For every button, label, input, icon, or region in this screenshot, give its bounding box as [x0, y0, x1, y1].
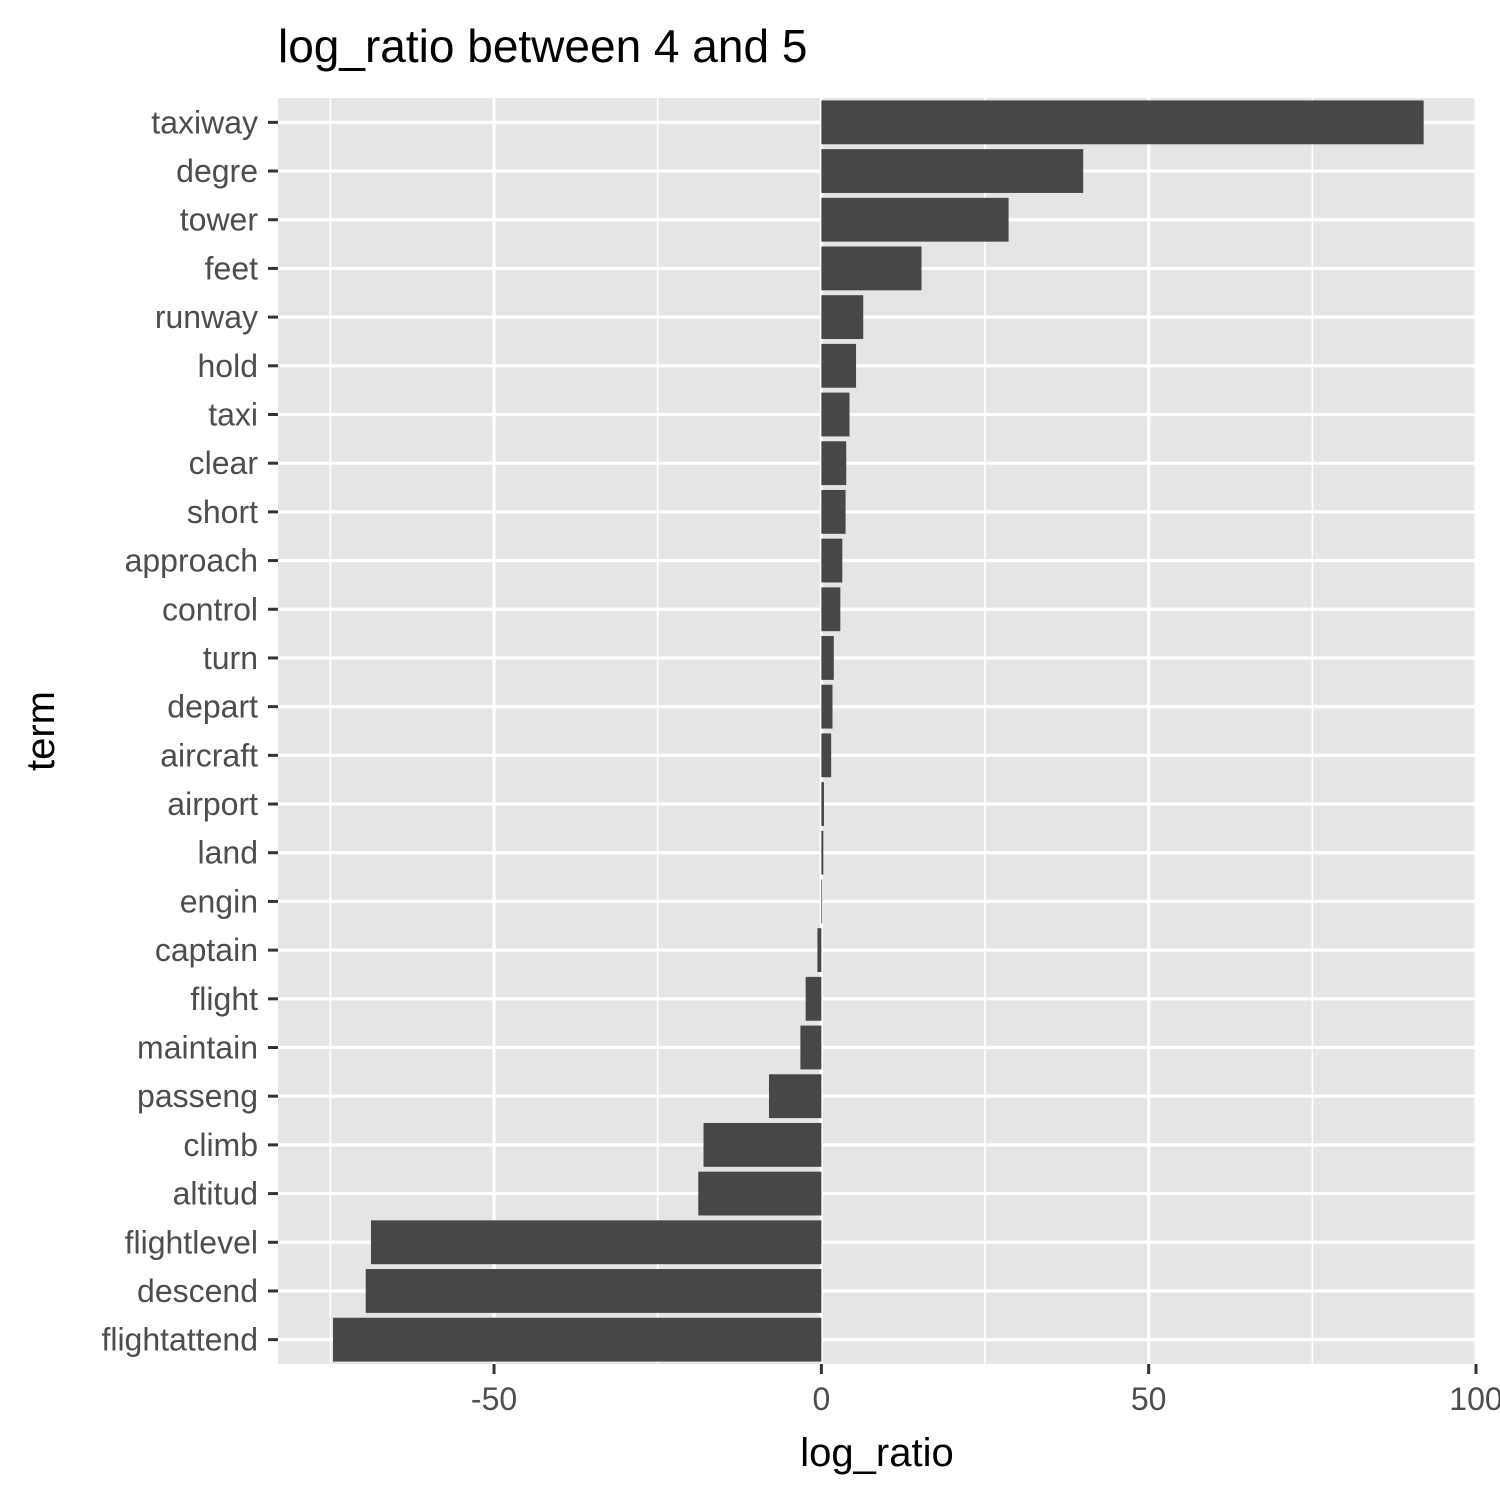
- bar-degre: [821, 149, 1084, 193]
- y-tick-label: approach: [125, 543, 258, 579]
- y-axis: taxiway degre tower feet runway hold taxi clear…: [101, 104, 278, 1358]
- bar-flightlevel: [370, 1220, 822, 1265]
- grid-minor: [329, 98, 1314, 1364]
- x-tick-label: 0: [812, 1381, 830, 1417]
- y-tick-label: flight: [190, 981, 258, 1017]
- bar-descend: [365, 1269, 822, 1313]
- y-tick-label: hold: [198, 348, 259, 384]
- plot-panel: [278, 98, 1476, 1364]
- y-tick-label: runway: [155, 299, 258, 335]
- y-tick-label: clear: [189, 445, 259, 481]
- bar-passeng: [768, 1074, 822, 1119]
- y-tick-label: flightattend: [101, 1322, 258, 1358]
- bar-flight: [805, 976, 822, 1021]
- y-tick-label: taxi: [208, 397, 258, 433]
- bar-captain: [817, 928, 822, 973]
- bar-airport: [821, 782, 824, 826]
- y-tick-label: turn: [203, 640, 258, 676]
- bar-short: [821, 489, 846, 534]
- bar-altitud: [698, 1171, 822, 1216]
- bar-turn: [821, 636, 834, 680]
- y-tick-label: aircraft: [160, 737, 258, 773]
- y-tick-label: short: [187, 494, 258, 530]
- y-tick-label: degre: [176, 153, 258, 189]
- y-tick-label: depart: [167, 689, 258, 725]
- y-tick-label: maintain: [137, 1030, 258, 1066]
- bar-maintain: [800, 1025, 822, 1070]
- bar-hold: [821, 343, 857, 388]
- bar-feet: [821, 246, 922, 291]
- bar-runway: [821, 295, 864, 340]
- y-tick-label: taxiway: [151, 104, 258, 140]
- y-tick-label: land: [198, 835, 259, 871]
- x-tick-label: 100: [1449, 1381, 1500, 1417]
- y-tick-label: engin: [180, 883, 258, 919]
- bar-tower: [821, 197, 1009, 242]
- bar-clear: [821, 441, 847, 486]
- chart-title: log_ratio between 4 and 5: [278, 20, 807, 72]
- bars: [332, 100, 1424, 1362]
- y-tick-label: passeng: [137, 1078, 258, 1114]
- bar-control: [821, 587, 841, 632]
- bar-flightattend: [332, 1317, 822, 1362]
- y-tick-label: feet: [205, 250, 258, 286]
- x-tick-label: -50: [471, 1381, 517, 1417]
- bar-taxiway: [821, 100, 1424, 145]
- bar-land: [821, 830, 824, 875]
- bar-aircraft: [821, 733, 832, 778]
- x-tick-label: 50: [1131, 1381, 1167, 1417]
- y-tick-label: flightlevel: [125, 1224, 258, 1260]
- y-tick-label: altitud: [173, 1176, 258, 1212]
- bar-taxi: [821, 392, 850, 437]
- y-tick-label: control: [162, 591, 258, 627]
- y-tick-label: climb: [183, 1127, 258, 1163]
- bar-engin: [821, 879, 823, 924]
- y-axis-title: term: [19, 691, 63, 771]
- y-tick-label: captain: [155, 932, 258, 968]
- y-tick-label: descend: [137, 1273, 258, 1309]
- y-tick-label: airport: [167, 786, 258, 822]
- x-axis-title: log_ratio: [800, 1431, 953, 1475]
- bar-climb: [703, 1122, 822, 1167]
- y-tick-label: tower: [180, 202, 259, 238]
- bar-depart: [821, 684, 833, 729]
- x-axis: -50 0 50 100: [471, 1364, 1500, 1417]
- bar-approach: [821, 538, 843, 583]
